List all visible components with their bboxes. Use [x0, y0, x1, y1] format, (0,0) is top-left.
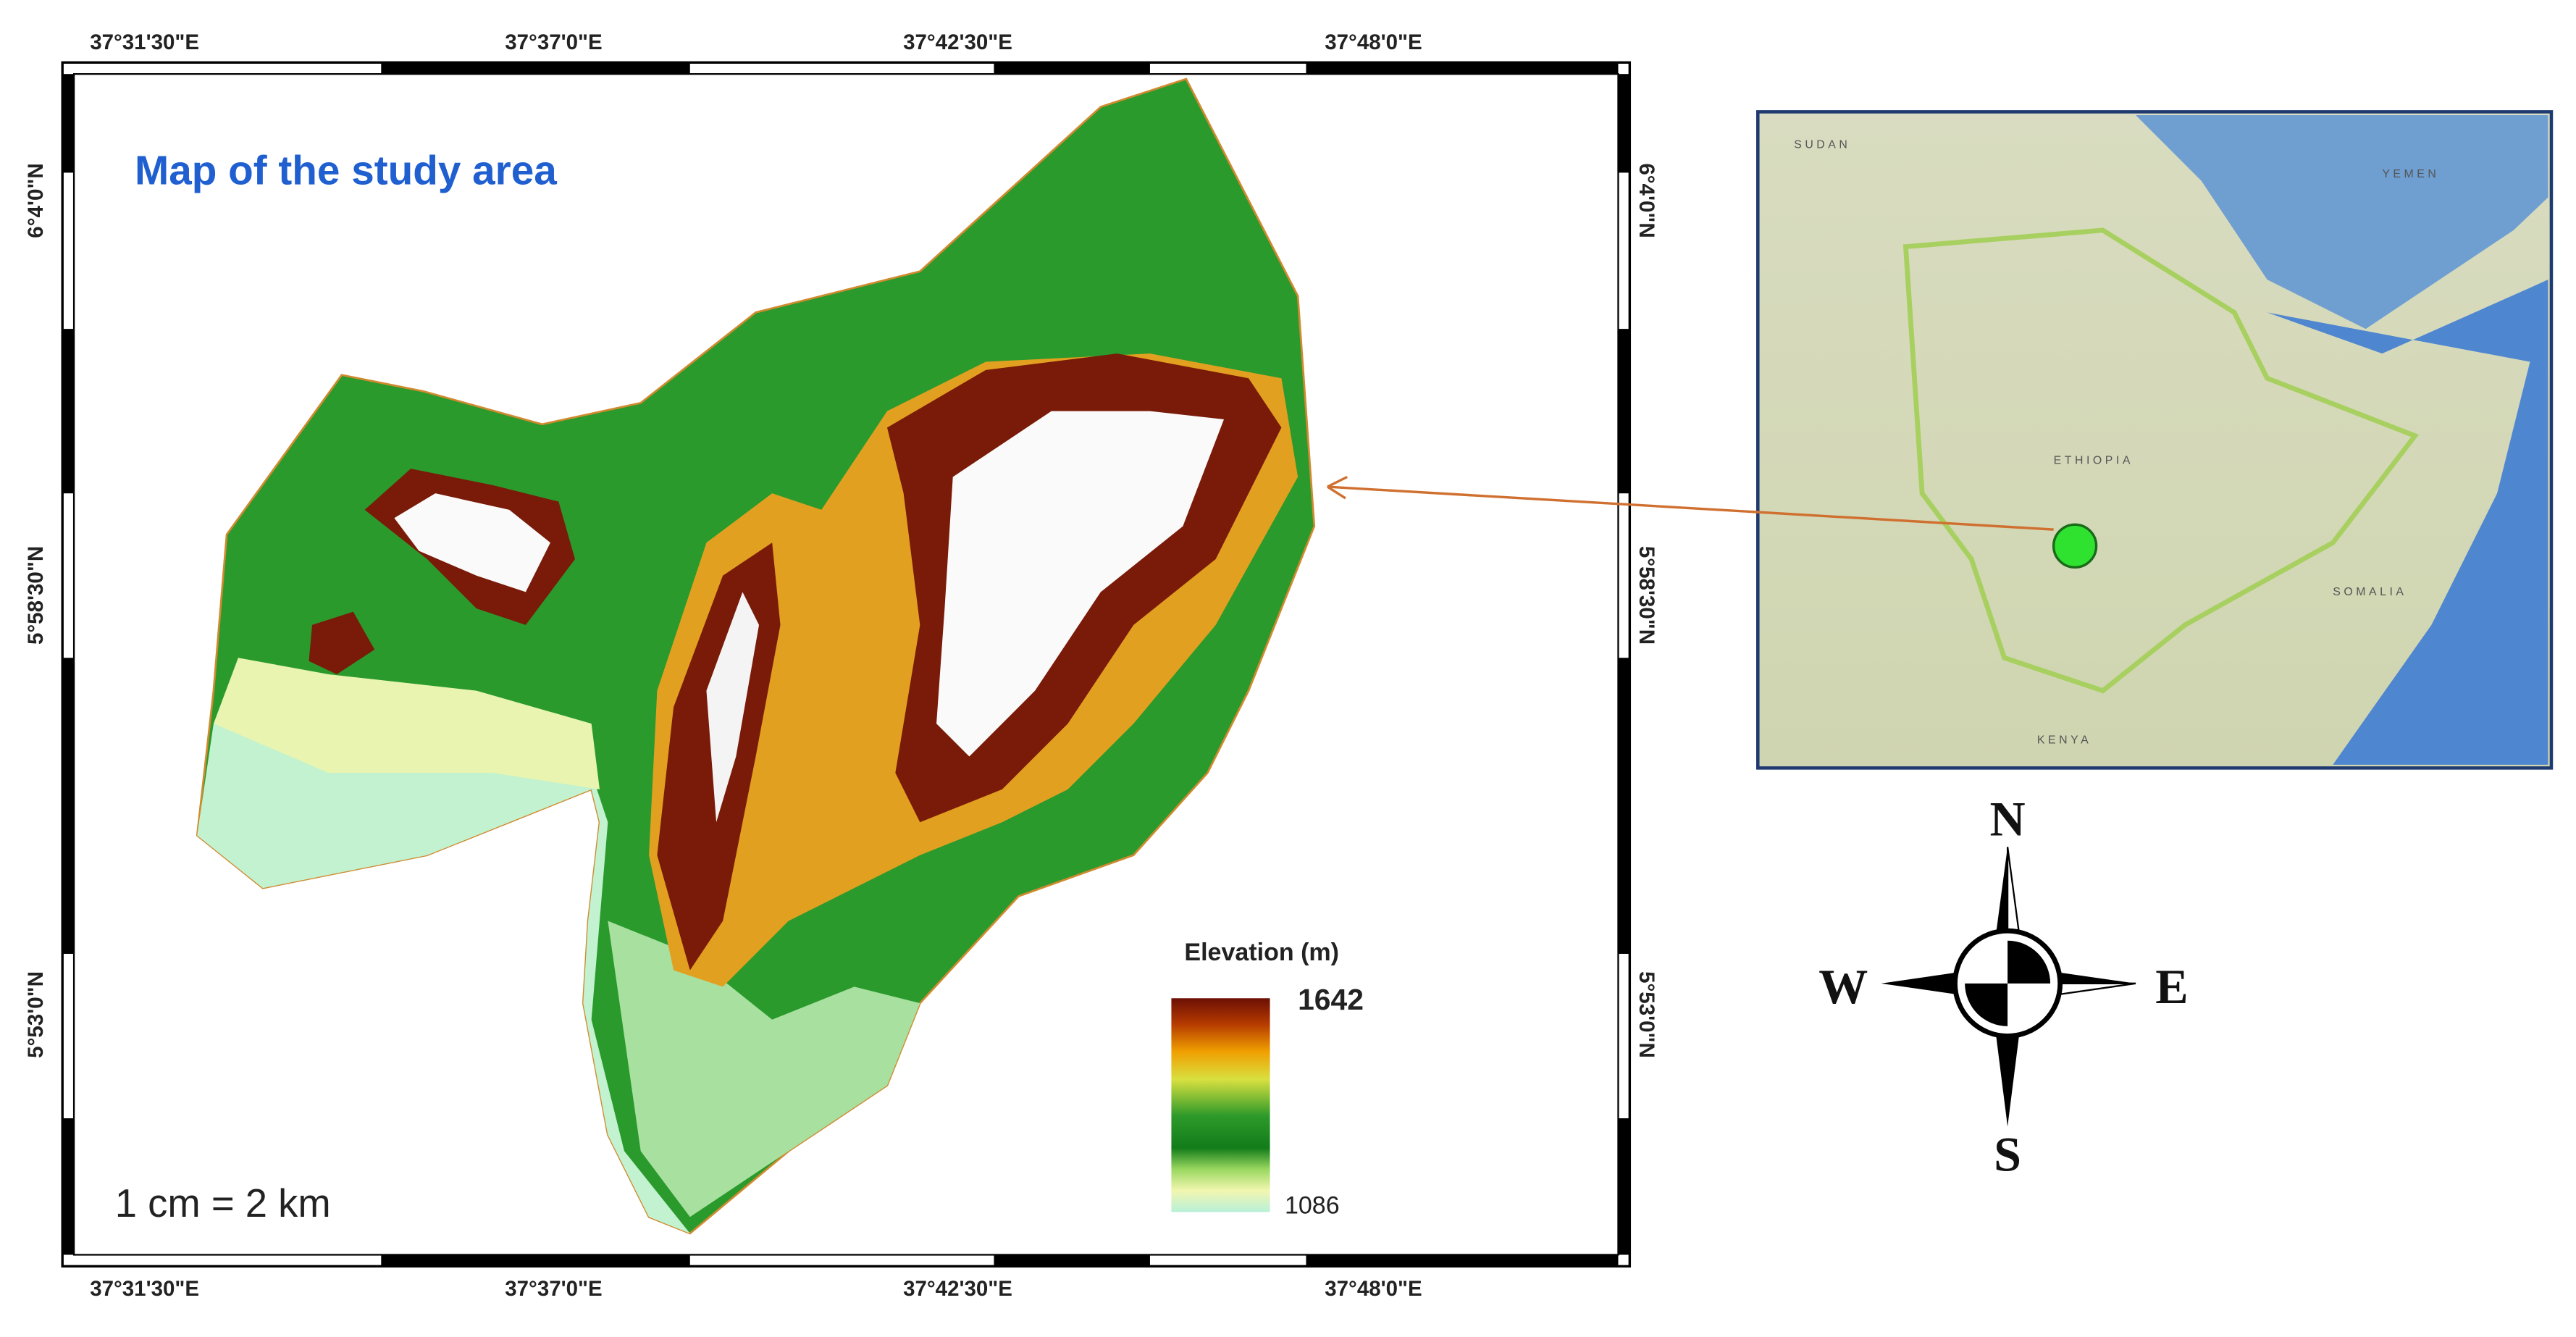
locator-arrowhead	[1327, 475, 1348, 500]
legend-high: 1642	[1298, 983, 1364, 1016]
inset-label: SUDAN	[1794, 138, 1850, 151]
left-coord-label: 6°4'0"N	[24, 163, 48, 238]
compass-south: S	[1994, 1127, 2021, 1182]
top-coord-label: 37°37'0"E	[505, 30, 602, 54]
locator-arrow	[1327, 485, 2054, 531]
inset-label: YEMEN	[2382, 168, 2439, 180]
top-coord-label: 37°42'30"E	[903, 30, 1012, 54]
left-coord-label: 5°58'30"N	[24, 546, 48, 645]
red-sea	[2136, 114, 2548, 330]
map-title: Map of the study area	[135, 148, 557, 193]
right-coord-label: 5°58'30"N	[1635, 546, 1658, 645]
graticule-bars	[62, 62, 1630, 1267]
scale-text: 1 cm = 2 km	[115, 1181, 331, 1225]
legend-low: 1086	[1285, 1192, 1340, 1220]
compass-west: W	[1818, 959, 1868, 1014]
lowland-fringe	[213, 658, 600, 789]
top-coord-label: 37°31'30"E	[90, 30, 199, 54]
right-coord-label: 6°4'0"N	[1635, 163, 1658, 238]
left-coord-label: 5°53'0"N	[24, 971, 48, 1058]
legend-ramp	[1171, 998, 1270, 1212]
hill	[309, 611, 375, 674]
compass-north: N	[1990, 791, 2026, 846]
bottom-coord-label: 37°48'0"E	[1325, 1277, 1422, 1301]
study-location-marker	[2052, 523, 2098, 569]
compass-east: E	[2155, 959, 2188, 1014]
peak-northwest	[394, 493, 550, 592]
bottom-coord-label: 37°37'0"E	[505, 1277, 602, 1301]
peak-west	[706, 592, 760, 823]
bottom-coord-label: 37°31'30"E	[90, 1277, 199, 1301]
right-coord-label: 5°53'0"N	[1635, 971, 1658, 1058]
compass-rose	[1881, 847, 2136, 1127]
inset-label: KENYA	[2037, 734, 2092, 746]
inset-label: ETHIOPIA	[2054, 454, 2134, 466]
legend-title: Elevation (m)	[1184, 939, 1339, 966]
inset-label: SOMALIA	[2333, 586, 2407, 598]
lowland	[197, 707, 690, 1233]
bottom-coord-label: 37°42'30"E	[903, 1277, 1012, 1301]
top-coord-label: 37°48'0"E	[1325, 30, 1422, 54]
southern-plain	[608, 921, 920, 1217]
indian-ocean	[2267, 280, 2548, 765]
ethiopia-border	[1902, 227, 2420, 694]
peak-east	[936, 411, 1225, 757]
